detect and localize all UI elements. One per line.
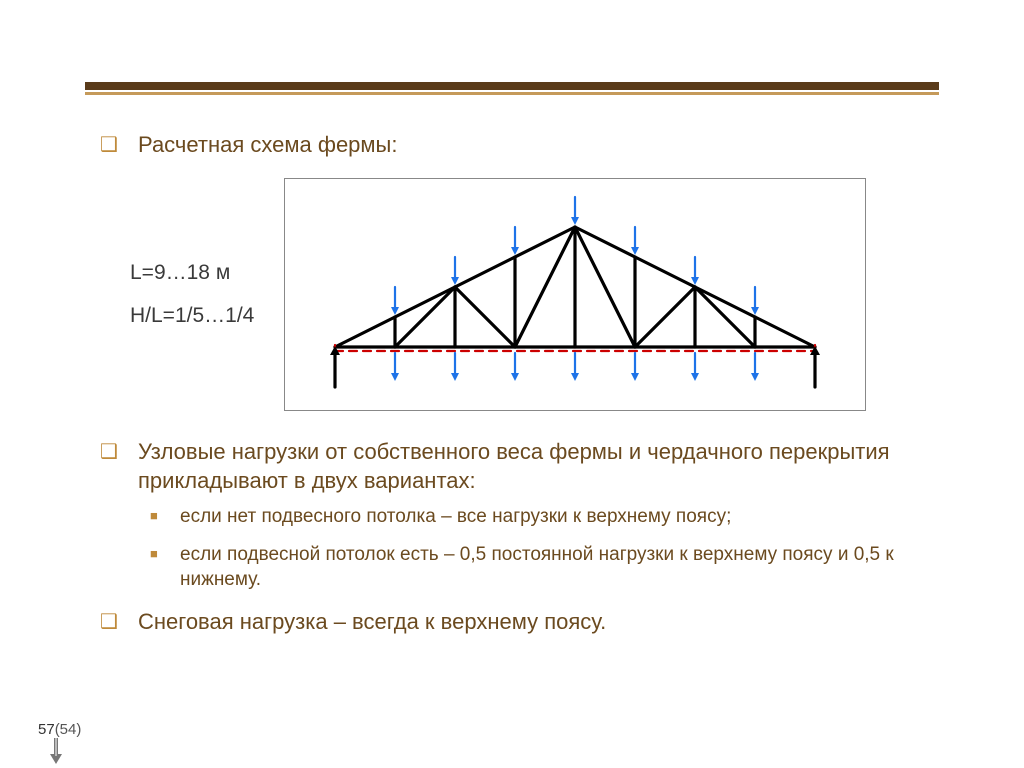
page-arrow-icon	[48, 738, 64, 764]
bullet-loads-text: Узловые нагрузки от собственного веса фе…	[138, 439, 890, 494]
truss-figure	[284, 178, 866, 411]
bullet-list-lower: Узловые нагрузки от собственного веса фе…	[100, 437, 934, 637]
bullet-title: Расчетная схема фермы:	[100, 130, 934, 160]
slide: Расчетная схема фермы: L=9…18 м H/L=1/5……	[0, 0, 1024, 768]
param-span: L=9…18 м	[130, 259, 254, 286]
content-area: Расчетная схема фермы: L=9…18 м H/L=1/5……	[100, 130, 934, 651]
bullet-title-text: Расчетная схема фермы:	[138, 132, 397, 157]
bullet-snow: Снеговая нагрузка – всегда к верхнему по…	[100, 607, 934, 637]
rule-dark	[85, 82, 939, 90]
param-ratio: H/L=1/5…1/4	[130, 302, 254, 329]
bullet-loads: Узловые нагрузки от собственного веса фе…	[100, 437, 934, 593]
parameters: L=9…18 м H/L=1/5…1/4	[130, 243, 254, 346]
rule-light	[85, 92, 939, 95]
figure-row: L=9…18 м H/L=1/5…1/4	[130, 178, 934, 411]
truss-svg	[295, 187, 855, 397]
page-number-paren: (54)	[55, 721, 82, 738]
sub-no-ceiling: если нет подвесного потолка – все нагруз…	[150, 504, 934, 530]
page-number: 57(54)	[38, 721, 81, 738]
sub-list: если нет подвесного потолка – все нагруз…	[150, 504, 934, 593]
bullet-snow-text: Снеговая нагрузка – всегда к верхнему по…	[138, 609, 606, 634]
title-rule	[85, 82, 939, 95]
bullet-list: Расчетная схема фермы:	[100, 130, 934, 160]
page-number-main: 57	[38, 721, 55, 738]
sub-with-ceiling: если подвесной потолок есть – 0,5 постоя…	[150, 542, 934, 593]
